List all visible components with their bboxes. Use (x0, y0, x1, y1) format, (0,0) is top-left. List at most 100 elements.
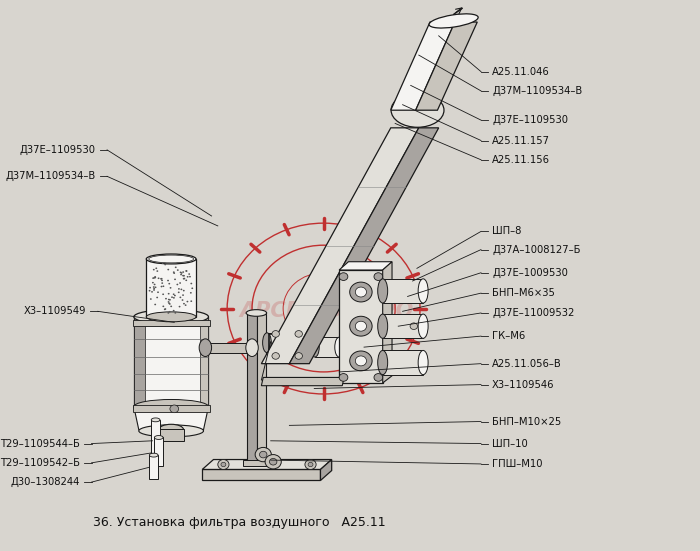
Circle shape (174, 278, 176, 280)
Text: ГПШ–М10: ГПШ–М10 (492, 459, 542, 469)
Polygon shape (159, 429, 183, 441)
Ellipse shape (159, 424, 183, 435)
Circle shape (183, 290, 185, 291)
Text: ШП–8: ШП–8 (492, 226, 522, 236)
Circle shape (218, 460, 229, 469)
Circle shape (175, 267, 176, 268)
Circle shape (179, 296, 181, 298)
Circle shape (260, 451, 267, 458)
Circle shape (164, 264, 166, 266)
Ellipse shape (134, 310, 209, 324)
Circle shape (165, 298, 167, 300)
Circle shape (186, 279, 187, 281)
Circle shape (154, 304, 156, 305)
Polygon shape (132, 405, 210, 412)
Text: ШП–10: ШП–10 (492, 439, 528, 449)
Ellipse shape (246, 339, 258, 356)
Text: Д37Е–1109530: Д37Е–1109530 (492, 115, 568, 125)
Text: Х3–1109546: Х3–1109546 (492, 380, 554, 390)
Circle shape (374, 273, 383, 280)
Polygon shape (416, 22, 477, 110)
Ellipse shape (146, 254, 196, 264)
Polygon shape (292, 335, 316, 355)
Ellipse shape (146, 312, 196, 322)
Circle shape (158, 278, 160, 279)
Circle shape (168, 283, 170, 284)
Circle shape (162, 285, 164, 287)
Text: БНП–М6×35: БНП–М6×35 (492, 288, 555, 298)
Circle shape (178, 306, 181, 307)
Circle shape (153, 289, 155, 291)
Circle shape (170, 405, 178, 413)
Polygon shape (383, 350, 423, 375)
Circle shape (168, 299, 170, 300)
Polygon shape (244, 460, 271, 466)
Circle shape (173, 272, 175, 274)
Text: Д37М–1109534–В: Д37М–1109534–В (6, 171, 96, 181)
Ellipse shape (418, 279, 428, 303)
Ellipse shape (199, 339, 211, 356)
Circle shape (190, 283, 192, 284)
Polygon shape (383, 279, 423, 303)
Circle shape (162, 262, 164, 264)
Polygon shape (134, 407, 209, 430)
Polygon shape (247, 314, 257, 461)
Text: Х3–1109549: Х3–1109549 (24, 306, 87, 316)
Ellipse shape (418, 350, 428, 375)
Text: Д37А–1008127–Б: Д37А–1008127–Б (492, 245, 581, 255)
Circle shape (308, 462, 313, 467)
Circle shape (153, 288, 155, 289)
Circle shape (173, 271, 175, 273)
Circle shape (153, 277, 155, 279)
Circle shape (182, 294, 184, 296)
Circle shape (152, 282, 154, 283)
Circle shape (356, 356, 367, 366)
Circle shape (153, 269, 155, 271)
Polygon shape (261, 128, 419, 364)
Polygon shape (199, 317, 209, 407)
Circle shape (173, 310, 174, 311)
Ellipse shape (418, 314, 428, 338)
Polygon shape (289, 128, 439, 364)
Polygon shape (202, 469, 321, 480)
Polygon shape (146, 259, 196, 317)
Ellipse shape (378, 350, 388, 375)
Ellipse shape (335, 337, 344, 357)
Circle shape (173, 297, 175, 299)
Circle shape (167, 301, 169, 302)
Ellipse shape (262, 333, 272, 353)
Circle shape (168, 302, 170, 304)
Circle shape (374, 374, 383, 381)
Circle shape (190, 292, 192, 294)
Polygon shape (151, 420, 160, 453)
Circle shape (156, 296, 158, 298)
Circle shape (185, 304, 186, 306)
Circle shape (183, 278, 185, 279)
Circle shape (186, 270, 188, 272)
Circle shape (149, 287, 151, 289)
Polygon shape (261, 377, 344, 386)
Circle shape (265, 455, 281, 469)
Circle shape (272, 331, 279, 337)
Circle shape (169, 303, 171, 305)
Circle shape (169, 299, 171, 301)
Ellipse shape (134, 399, 209, 414)
Circle shape (164, 308, 167, 310)
Circle shape (169, 287, 172, 289)
Circle shape (181, 289, 182, 290)
Circle shape (350, 316, 372, 336)
Polygon shape (321, 460, 332, 480)
Circle shape (177, 269, 178, 271)
Text: Д37Е–1009530: Д37Е–1009530 (492, 268, 568, 278)
Ellipse shape (288, 335, 296, 355)
Circle shape (187, 276, 188, 278)
Circle shape (162, 294, 164, 295)
Circle shape (182, 271, 184, 273)
Circle shape (190, 300, 192, 302)
Polygon shape (383, 262, 392, 383)
Ellipse shape (139, 425, 204, 437)
Circle shape (183, 278, 186, 279)
Polygon shape (155, 437, 163, 466)
Circle shape (179, 282, 181, 284)
Circle shape (181, 299, 183, 301)
